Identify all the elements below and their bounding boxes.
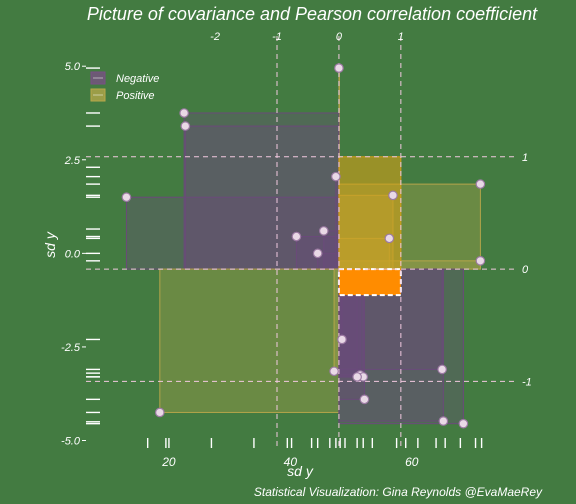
covariance-rect	[183, 112, 340, 270]
data-point	[352, 372, 362, 382]
chart-title: Picture of covariance and Pearson correl…	[87, 4, 538, 24]
y-right-tick-label: 1	[522, 152, 528, 164]
data-point	[291, 231, 302, 242]
x-top-tick-label: 0	[336, 31, 343, 43]
data-point	[155, 407, 165, 418]
y-tick-label: -5.0	[61, 436, 81, 448]
data-point	[180, 121, 191, 131]
data-point	[179, 108, 189, 118]
data-point	[384, 233, 395, 244]
x-tick-label: 60	[405, 455, 419, 469]
points-layer	[121, 63, 486, 429]
correlation-box	[337, 268, 402, 297]
data-point	[329, 366, 339, 377]
x-tick-label: 20	[161, 455, 176, 469]
data-point	[475, 256, 486, 266]
y-tick-label: 5.0	[65, 61, 81, 73]
y-right-tick-label: 0	[522, 264, 529, 276]
y-tick-label: -2.5	[61, 342, 81, 354]
data-point	[438, 416, 449, 426]
x-top-tick-label: 1	[398, 31, 404, 43]
data-point	[388, 190, 398, 201]
legend-label: Positive	[116, 90, 155, 102]
data-point	[312, 248, 323, 259]
data-point	[337, 334, 347, 345]
y-axis-label: sd y	[42, 231, 58, 258]
x-axis-label: sd y	[287, 463, 314, 479]
data-point	[437, 364, 447, 375]
x-tick-label: 40	[284, 455, 298, 469]
data-point	[458, 418, 469, 429]
data-point	[121, 192, 132, 203]
sd-unit-box	[338, 156, 402, 270]
legend: Negative Positive	[90, 71, 159, 102]
y-tick-label: 0.0	[65, 248, 81, 260]
rug-layer	[86, 67, 483, 448]
data-point	[331, 171, 341, 182]
x-top-tick-label: -2	[210, 31, 220, 43]
legend-label: Negative	[116, 73, 159, 85]
data-point	[359, 394, 370, 405]
covariance-rect	[159, 268, 340, 413]
y-right-tick-label: -1	[522, 376, 532, 388]
chart-caption: Statistical Visualization: Gina Reynolds…	[254, 485, 543, 499]
guide-lines-layer	[86, 36, 517, 448]
x-top-tick-label: -1	[272, 31, 282, 43]
axes-layer: 20 40 60 -5.0 -2.5 0.0 2.5 5.0 -2 -1 0 1 -1 0 1	[61, 31, 532, 469]
data-point	[318, 226, 329, 236]
y-tick-label: 2.5	[64, 155, 81, 167]
data-point	[475, 179, 486, 189]
data-point	[334, 63, 344, 73]
covariance-rect	[125, 196, 340, 270]
